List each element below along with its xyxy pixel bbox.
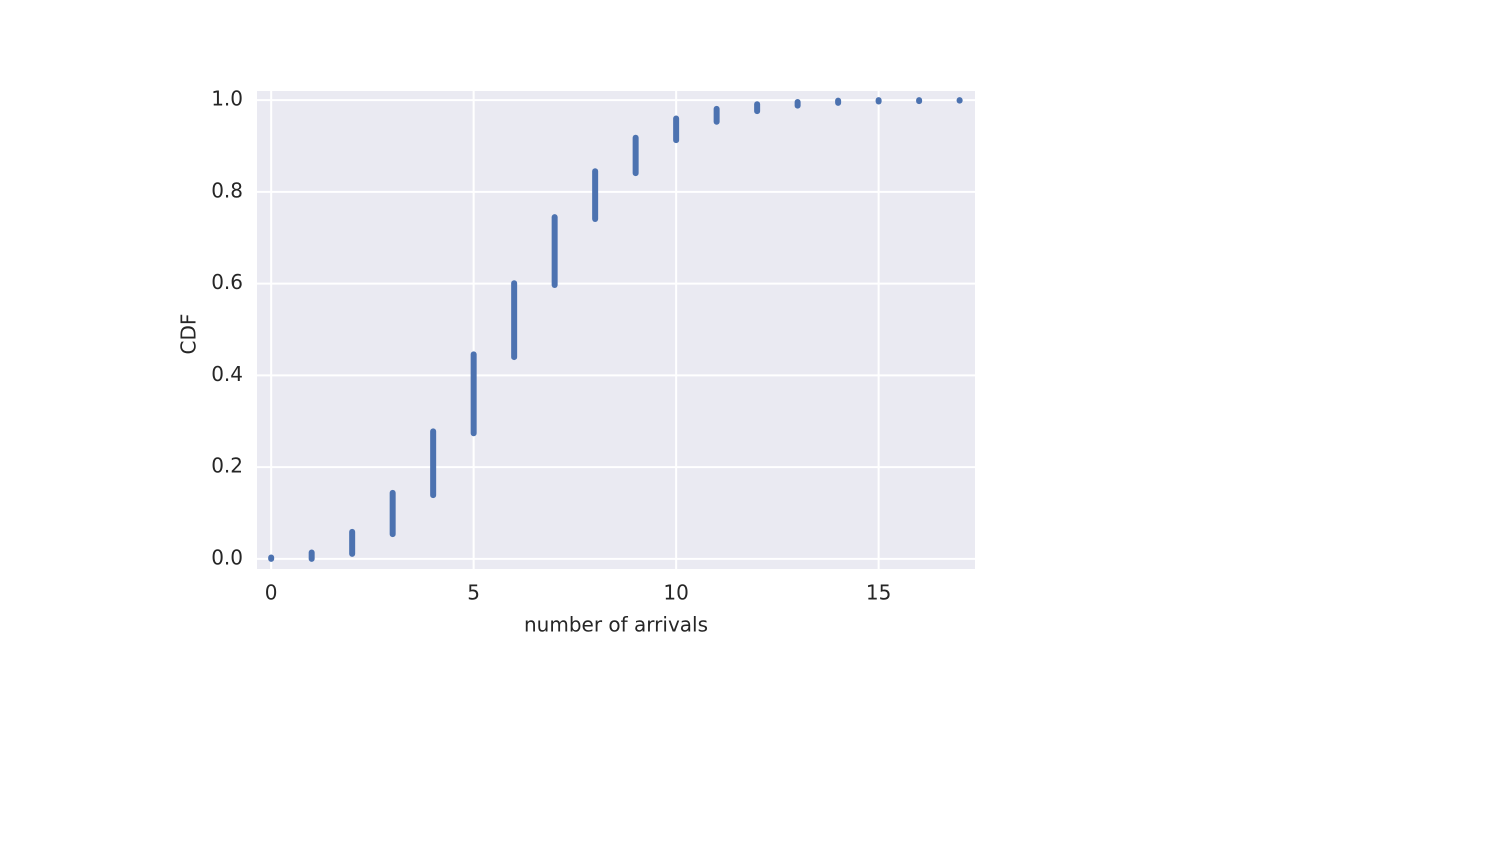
y-tick-label: 0.6 (211, 270, 243, 294)
x-axis-label: number of arrivals (524, 613, 708, 637)
marks (268, 97, 963, 562)
x-tick-label: 5 (467, 581, 480, 605)
x-tick-label: 0 (265, 581, 278, 605)
x-tick-label: 15 (866, 581, 891, 605)
y-tick-label: 0.2 (211, 454, 243, 478)
plot-area (257, 91, 975, 569)
y-tick-label: 0.0 (211, 545, 243, 569)
x-tick-label: 10 (663, 581, 688, 605)
y-axis-label: CDF (177, 314, 201, 355)
y-tick-label: 1.0 (211, 87, 243, 111)
y-tick-label: 0.8 (211, 178, 243, 202)
y-tick-label: 0.4 (211, 362, 243, 386)
grid (257, 91, 975, 569)
